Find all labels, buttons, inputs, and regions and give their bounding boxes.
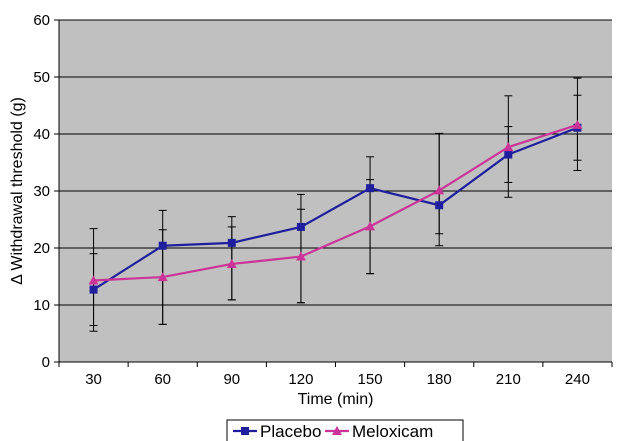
y-tick-label: 60 — [33, 12, 50, 29]
y-axis-title: Δ Withdrawal threshold (g) — [9, 97, 26, 285]
placebo-point — [89, 285, 98, 294]
y-tick-label: 10 — [33, 297, 50, 314]
meloxicam-point — [365, 221, 376, 231]
meloxicam-point — [157, 272, 168, 282]
x-tick-label: 210 — [496, 371, 521, 388]
placebo-line — [92, 126, 578, 291]
legend-item-placebo: Placebo — [233, 422, 321, 441]
legend-swatch-marker — [241, 427, 249, 435]
placebo-point — [435, 201, 444, 210]
meloxicam-point — [226, 258, 237, 268]
placebo-point — [227, 238, 236, 247]
x-tick-label: 30 — [85, 371, 102, 388]
legend-swatch-marker — [332, 426, 342, 435]
error-bar — [435, 132, 444, 235]
placebo-point — [158, 241, 167, 250]
y-tick-label: 20 — [33, 240, 50, 257]
meloxicam-point — [434, 185, 445, 195]
meloxicam-point — [295, 251, 306, 261]
y-tick-label: 0 — [42, 354, 50, 371]
series — [88, 119, 583, 294]
placebo-point — [366, 184, 375, 193]
gridlines — [59, 19, 612, 306]
x-tick-label: 60 — [154, 371, 171, 388]
y-ticks: 0 10 20 30 40 50 60 — [33, 12, 59, 371]
x-tick-label: 90 — [223, 371, 240, 388]
meloxicam-series — [88, 119, 583, 285]
y-tick-label: 30 — [33, 183, 50, 200]
meloxicam-point — [572, 119, 583, 129]
meloxicam-line — [93, 123, 578, 282]
meloxicam-point — [503, 142, 514, 152]
meloxicam-point — [88, 275, 99, 285]
legend-label: Meloxicam — [352, 422, 433, 441]
legend: Placebo Meloxicam — [226, 419, 464, 441]
legend-label: Placebo — [260, 422, 321, 441]
x-ticks: 30 60 90 120 150 180 210 240 — [58, 362, 613, 388]
placebo-point — [504, 150, 513, 159]
y-tick-label: 50 — [33, 69, 50, 86]
x-tick-label: 240 — [565, 371, 590, 388]
legend-item-meloxicam: Meloxicam — [325, 422, 433, 441]
x-tick-label: 120 — [288, 371, 313, 388]
x-axis-title: Time (min) — [298, 391, 374, 408]
x-tick-label: 180 — [427, 371, 452, 388]
y-tick-label: 40 — [33, 126, 50, 143]
x-tick-label: 150 — [358, 371, 383, 388]
placebo-point — [296, 222, 305, 231]
